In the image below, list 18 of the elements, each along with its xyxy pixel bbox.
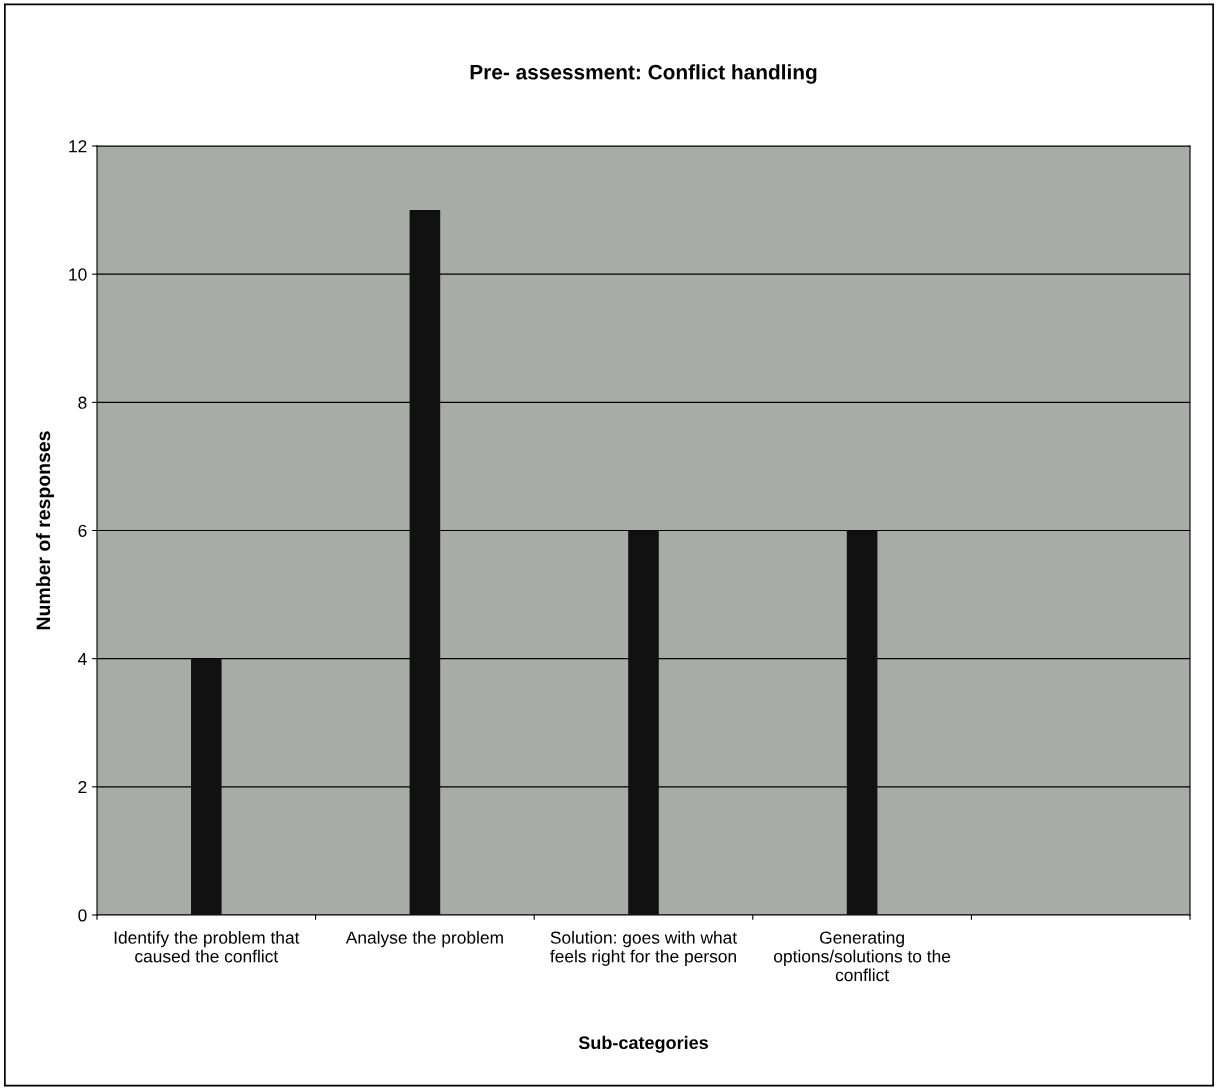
x-tick-label: Identify the problem that caused the conflict: [114, 931, 300, 963]
chart-title: Pre- assessment: Conflict handling: [470, 64, 817, 84]
y-tick-label: 8: [78, 396, 87, 409]
x-axis-title: Sub-categories: [578, 1035, 708, 1053]
x-tick-label: Generating options/solutions to the conflict: [774, 931, 951, 982]
y-tick-label: 12: [69, 140, 87, 153]
y-tick-label: 10: [69, 268, 87, 281]
y-tick-label: 2: [78, 781, 87, 794]
y-tick-label: 0: [78, 909, 87, 922]
y-tick-label: 6: [78, 524, 87, 537]
bar: [191, 658, 222, 915]
y-axis-title: Number of responses: [35, 431, 55, 630]
bar: [409, 210, 441, 915]
bar: [628, 530, 659, 915]
x-tick-label: Analyse the problem: [345, 931, 503, 948]
bar: [846, 530, 878, 915]
x-tick-label: Solution: goes with what feels right for the person: [550, 931, 737, 966]
y-tick-label: 4: [78, 653, 87, 665]
